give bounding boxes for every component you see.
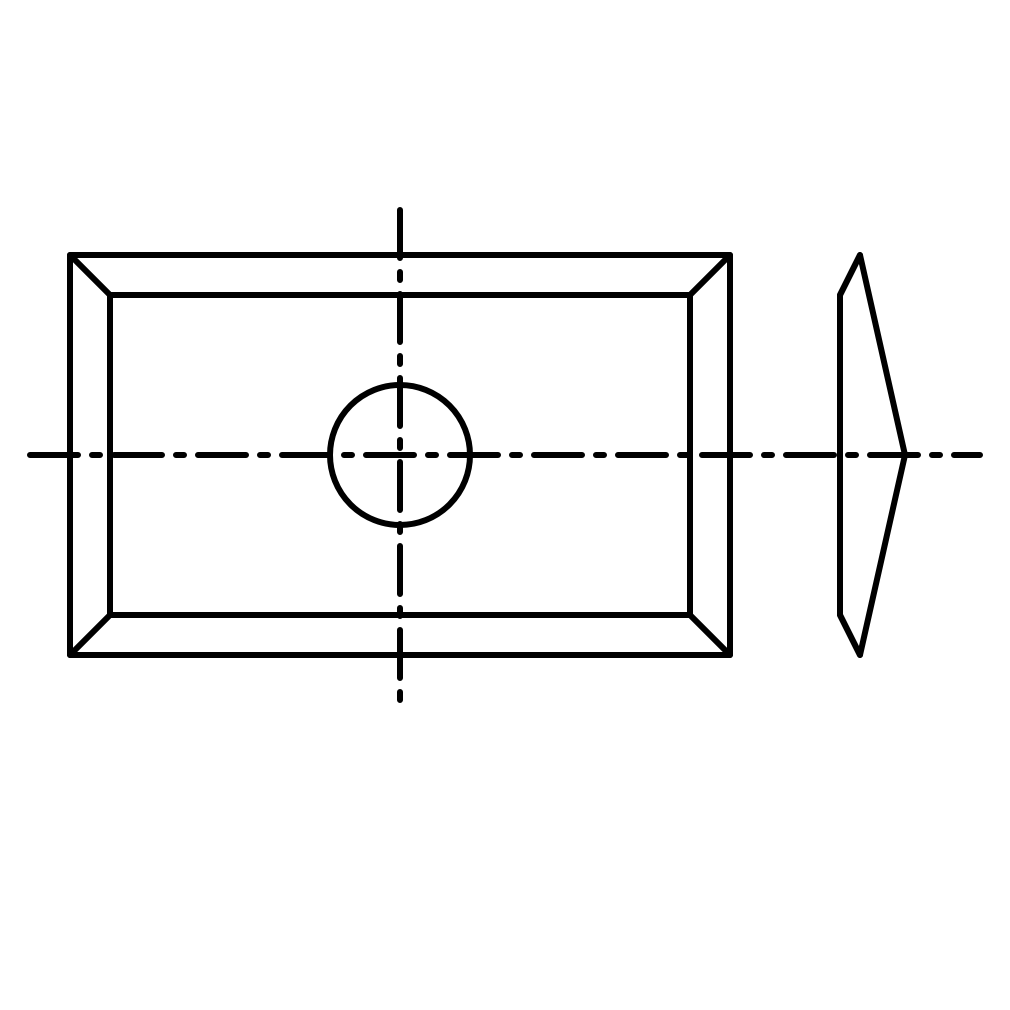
background: [0, 0, 1010, 1010]
technical-drawing: [0, 0, 1010, 1010]
